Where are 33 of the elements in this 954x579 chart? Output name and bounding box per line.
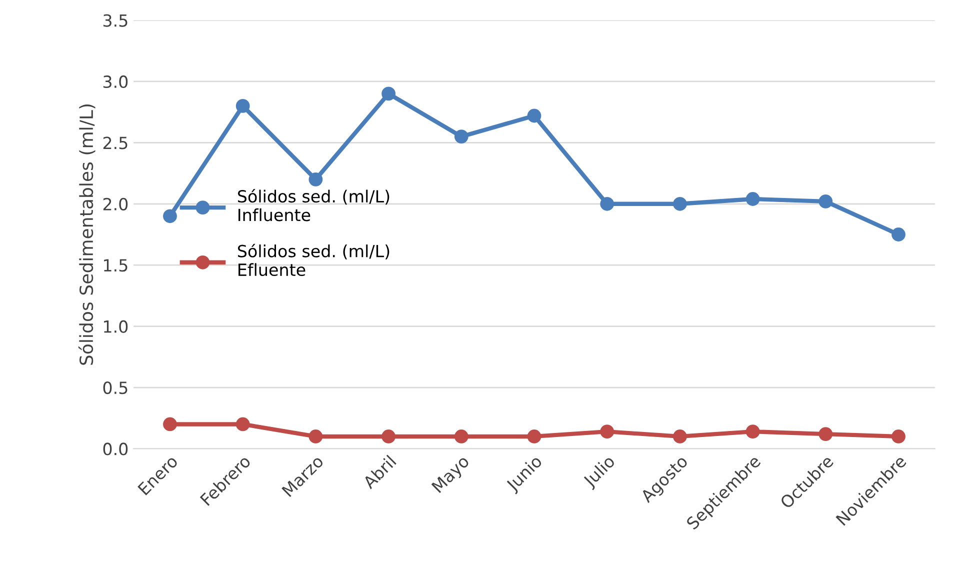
point	[454, 130, 468, 144]
point	[600, 424, 614, 439]
y-tick-label: 3.0	[103, 75, 128, 88]
y-tick-label: 3.5	[103, 14, 128, 27]
point	[527, 430, 542, 444]
y-tick-label: 0.5	[103, 381, 128, 394]
point	[308, 172, 323, 186]
point	[527, 108, 542, 123]
point	[236, 99, 250, 113]
y-tick-label: 0.0	[103, 442, 128, 456]
point	[672, 196, 687, 211]
point	[454, 430, 468, 444]
legend-label: Sólidos sed. (ml/L) Influente	[238, 189, 390, 222]
y-tick-label: 1.5	[104, 259, 128, 272]
point	[746, 192, 760, 206]
point	[163, 417, 177, 432]
point	[892, 430, 906, 444]
y-tick-label: 2.0	[103, 198, 128, 210]
point	[746, 424, 760, 439]
point	[600, 196, 614, 211]
point	[672, 430, 687, 444]
point	[818, 194, 833, 208]
y-tick-label: 1.0	[104, 320, 128, 333]
point	[382, 430, 396, 444]
y-axis-title: Sólidos Sedimentables (ml/L)	[78, 104, 96, 365]
y-tick-label: 2.5	[103, 136, 128, 150]
point	[818, 427, 833, 441]
point	[236, 417, 250, 432]
point	[382, 86, 396, 101]
legend-label: Sólidos sed. (ml/L) Efluente	[238, 244, 390, 276]
point	[163, 209, 177, 224]
point	[308, 430, 323, 444]
point	[892, 228, 906, 242]
